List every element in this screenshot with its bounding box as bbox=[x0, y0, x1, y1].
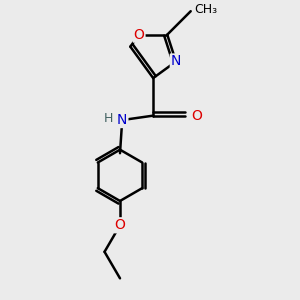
Text: N: N bbox=[171, 55, 181, 68]
Text: CH₃: CH₃ bbox=[194, 3, 217, 16]
Text: O: O bbox=[134, 28, 145, 42]
Text: O: O bbox=[191, 109, 202, 123]
Text: O: O bbox=[115, 218, 125, 232]
Text: N: N bbox=[117, 113, 128, 127]
Text: H: H bbox=[104, 112, 113, 125]
